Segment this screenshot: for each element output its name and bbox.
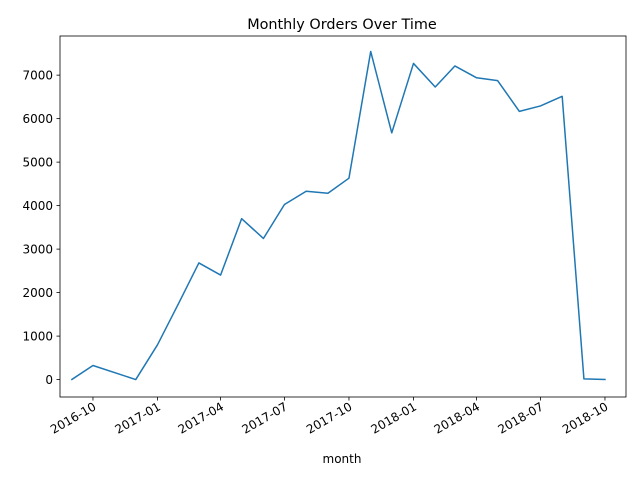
y-tick-label: 3000 bbox=[22, 243, 53, 257]
y-tick-label: 5000 bbox=[22, 156, 53, 170]
x-tick-label: 2017-04 bbox=[176, 399, 226, 436]
y-axis: 0 1000 2000 3000 4000 5000 6000 7000 bbox=[22, 69, 60, 387]
x-tick-label: 2018-07 bbox=[496, 399, 546, 436]
x-tick-label: 2016-10 bbox=[48, 399, 98, 436]
x-tick-label: 2018-10 bbox=[560, 399, 610, 436]
chart-title: Monthly Orders Over Time bbox=[247, 17, 437, 33]
x-tick-label: 2018-01 bbox=[369, 399, 419, 436]
y-tick-label: 7000 bbox=[22, 69, 53, 83]
y-tick-label: 6000 bbox=[22, 112, 53, 126]
y-tick-label: 1000 bbox=[22, 330, 53, 344]
x-axis-title: month bbox=[323, 452, 362, 466]
y-tick-label: 0 bbox=[45, 373, 53, 387]
y-tick-label: 2000 bbox=[22, 286, 53, 300]
y-tick-label: 4000 bbox=[22, 199, 53, 213]
x-tick-label: 2017-01 bbox=[113, 399, 163, 436]
series-line-0 bbox=[70, 50, 606, 381]
x-tick-label: 2018-04 bbox=[432, 399, 482, 436]
series-layer bbox=[70, 50, 606, 381]
x-tick-label: 2017-10 bbox=[304, 399, 354, 436]
x-tick-label: 2017-07 bbox=[240, 399, 290, 436]
x-axis: 2016-10 2017-01 2017-04 2017-07 2017-10 2018-… bbox=[48, 397, 610, 437]
axes-frame bbox=[59, 35, 627, 398]
